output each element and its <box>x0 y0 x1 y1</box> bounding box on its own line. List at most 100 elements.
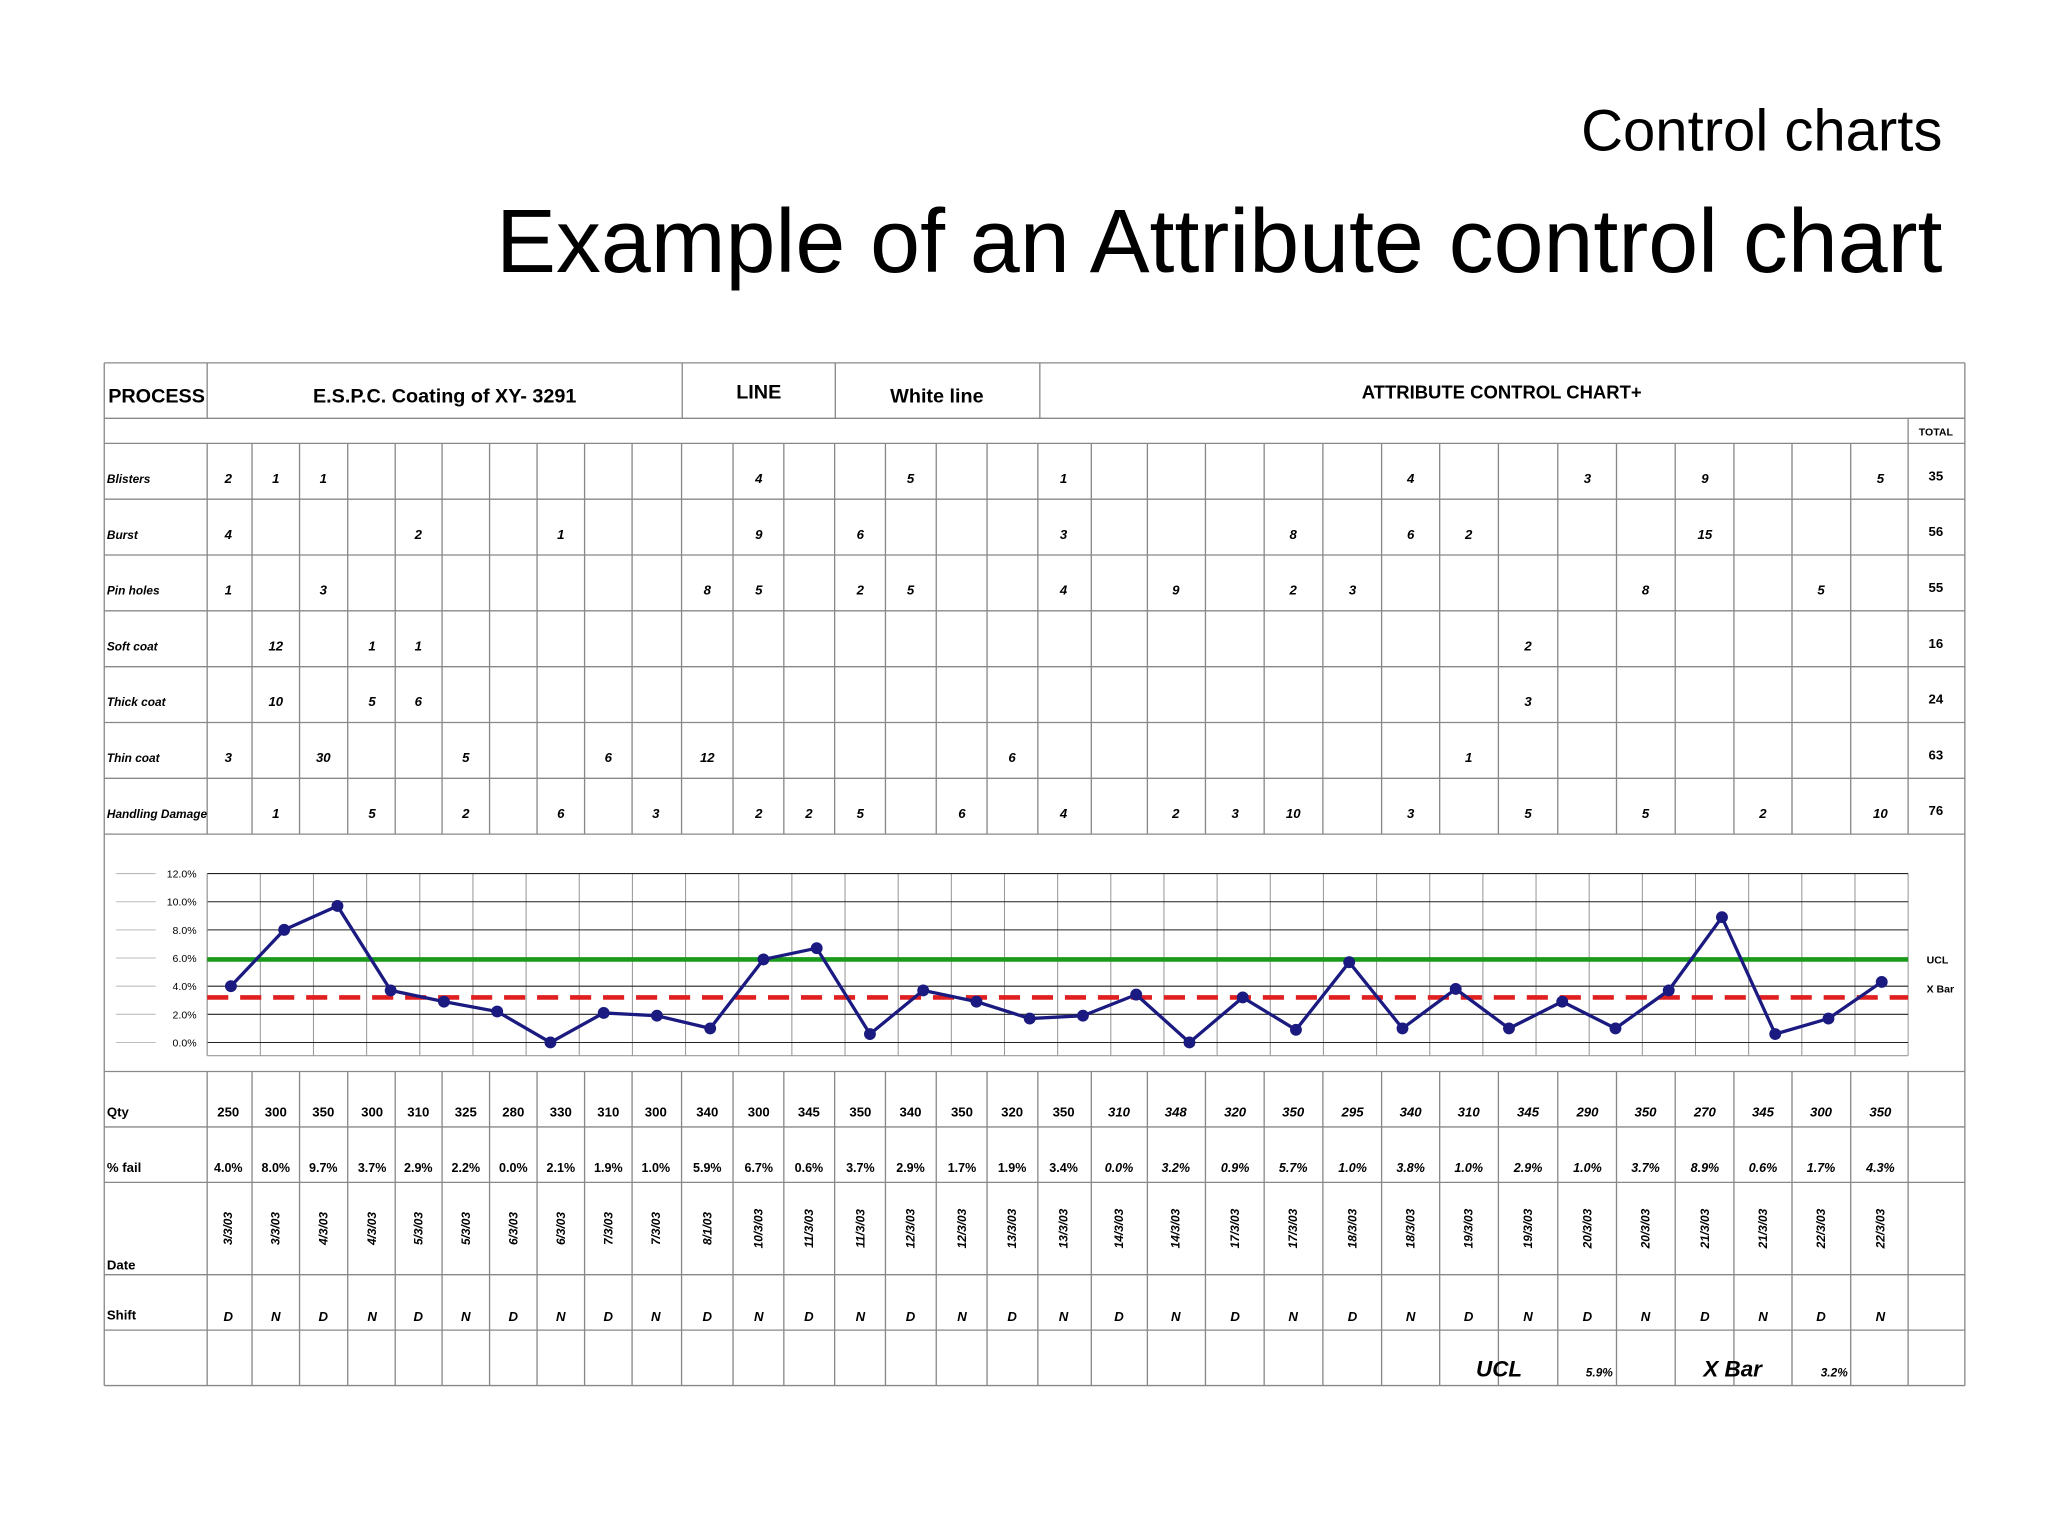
y-tick-label: 8.0% <box>173 925 197 937</box>
defect-label: Handling Damage <box>107 807 208 821</box>
fail-point <box>704 1022 717 1035</box>
defect-count: 4 <box>1059 806 1068 821</box>
defect-count: 10 <box>1873 806 1888 821</box>
fail-point <box>1236 991 1249 1004</box>
qty: 300 <box>265 1104 287 1119</box>
shift: N <box>1876 1309 1886 1324</box>
qty: 345 <box>1517 1104 1540 1119</box>
fail-pct: 1.7% <box>948 1161 977 1175</box>
fail-point <box>1130 988 1143 1001</box>
fail-pct: 0.6% <box>795 1161 824 1175</box>
shift: D <box>414 1309 424 1324</box>
fail-pct: 3.2% <box>1161 1161 1190 1175</box>
shift: D <box>224 1309 234 1324</box>
qty: 300 <box>361 1104 383 1119</box>
date: 7/3/03 <box>601 1212 615 1245</box>
defect-count: 1 <box>557 527 564 542</box>
fail-point <box>1609 1022 1622 1035</box>
fail-pct: 6.7% <box>744 1161 773 1175</box>
shift: N <box>1523 1309 1533 1324</box>
date: 22/3/03 <box>1873 1208 1887 1249</box>
defect-total: 56 <box>1928 524 1943 539</box>
qty: 295 <box>1341 1104 1365 1119</box>
y-tick-label: 2.0% <box>173 1009 197 1021</box>
qty: 350 <box>1282 1104 1305 1119</box>
fail-pct: 4.0% <box>214 1161 243 1175</box>
fail-pct: 1.9% <box>998 1161 1027 1175</box>
qty: 330 <box>550 1104 572 1119</box>
fail-pct: 0.6% <box>1749 1161 1778 1175</box>
fail-pct: 5.9% <box>693 1161 722 1175</box>
qty: 270 <box>1693 1104 1717 1119</box>
footer-xbar-value: 3.2% <box>1821 1365 1848 1379</box>
qty: 310 <box>1458 1104 1481 1119</box>
fail-point <box>384 984 397 997</box>
shift: D <box>906 1309 916 1324</box>
date: 14/3/03 <box>1169 1208 1183 1248</box>
defect-count: 2 <box>1171 806 1180 821</box>
date: 13/3/03 <box>1057 1208 1071 1248</box>
date: 18/3/03 <box>1346 1208 1360 1248</box>
defect-count: 2 <box>1523 638 1532 653</box>
qty: 320 <box>1224 1104 1247 1119</box>
qty: 350 <box>1053 1104 1075 1119</box>
defect-count: 1 <box>272 806 279 821</box>
fail-point <box>917 984 930 997</box>
shift: N <box>1758 1309 1768 1324</box>
defect-count: 10 <box>1286 806 1301 821</box>
date: 8/1/03 <box>700 1212 714 1245</box>
defect-count: 9 <box>1701 471 1709 486</box>
defect-label: Thin coat <box>107 751 161 765</box>
defect-count: 8 <box>1642 583 1650 598</box>
qty: 325 <box>455 1104 477 1119</box>
defect-count: 6 <box>958 806 966 821</box>
fail-point <box>970 995 983 1008</box>
defect-count: 3 <box>1524 694 1532 709</box>
defect-count: 4 <box>1406 471 1415 486</box>
date: 20/3/03 <box>1638 1208 1652 1249</box>
defect-count: 1 <box>368 638 375 653</box>
shift: D <box>804 1309 814 1324</box>
date: 22/3/03 <box>1814 1208 1828 1249</box>
defect-count: 5 <box>368 694 376 709</box>
fail-label: % fail <box>107 1160 141 1175</box>
defect-count: 2 <box>224 471 233 486</box>
fail-pct: 3.4% <box>1049 1161 1078 1175</box>
defect-label: Thick coat <box>107 695 167 709</box>
defect-count: 6 <box>605 750 613 765</box>
qty: 340 <box>1400 1104 1423 1119</box>
fail-point <box>1343 956 1356 969</box>
defect-count: 1 <box>225 583 232 598</box>
defect-count: 3 <box>1349 583 1357 598</box>
defect-total: 16 <box>1928 636 1943 651</box>
date: 14/3/03 <box>1112 1208 1126 1248</box>
y-tick-label: 0.0% <box>173 1037 197 1049</box>
defect-label: Blisters <box>107 472 151 486</box>
date: 12/3/03 <box>903 1208 917 1248</box>
fail-point <box>651 1009 663 1022</box>
fail-pct: 0.9% <box>1221 1161 1250 1175</box>
defect-label: Burst <box>107 528 139 542</box>
shift: D <box>703 1309 713 1324</box>
qty: 320 <box>1001 1104 1023 1119</box>
defect-count: 2 <box>856 583 865 598</box>
date: 19/3/03 <box>1462 1208 1476 1248</box>
fail-pct: 3.7% <box>846 1161 875 1175</box>
fail-pct: 4.3% <box>1865 1161 1895 1175</box>
defect-count: 5 <box>907 583 915 598</box>
defect-count: 5 <box>462 750 470 765</box>
fail-pct: 2.1% <box>547 1161 576 1175</box>
defect-count: 15 <box>1698 527 1713 542</box>
defect-count: 1 <box>1465 750 1472 765</box>
shift: N <box>1406 1309 1416 1324</box>
fail-pct: 0.0% <box>1105 1161 1134 1175</box>
defect-count: 5 <box>857 806 865 821</box>
date: 3/3/03 <box>269 1212 283 1245</box>
qty: 340 <box>696 1104 718 1119</box>
defect-count: 30 <box>316 750 331 765</box>
fail-point <box>544 1036 557 1049</box>
shift: N <box>651 1309 661 1324</box>
shift: N <box>461 1309 471 1324</box>
fail-point <box>224 980 237 993</box>
